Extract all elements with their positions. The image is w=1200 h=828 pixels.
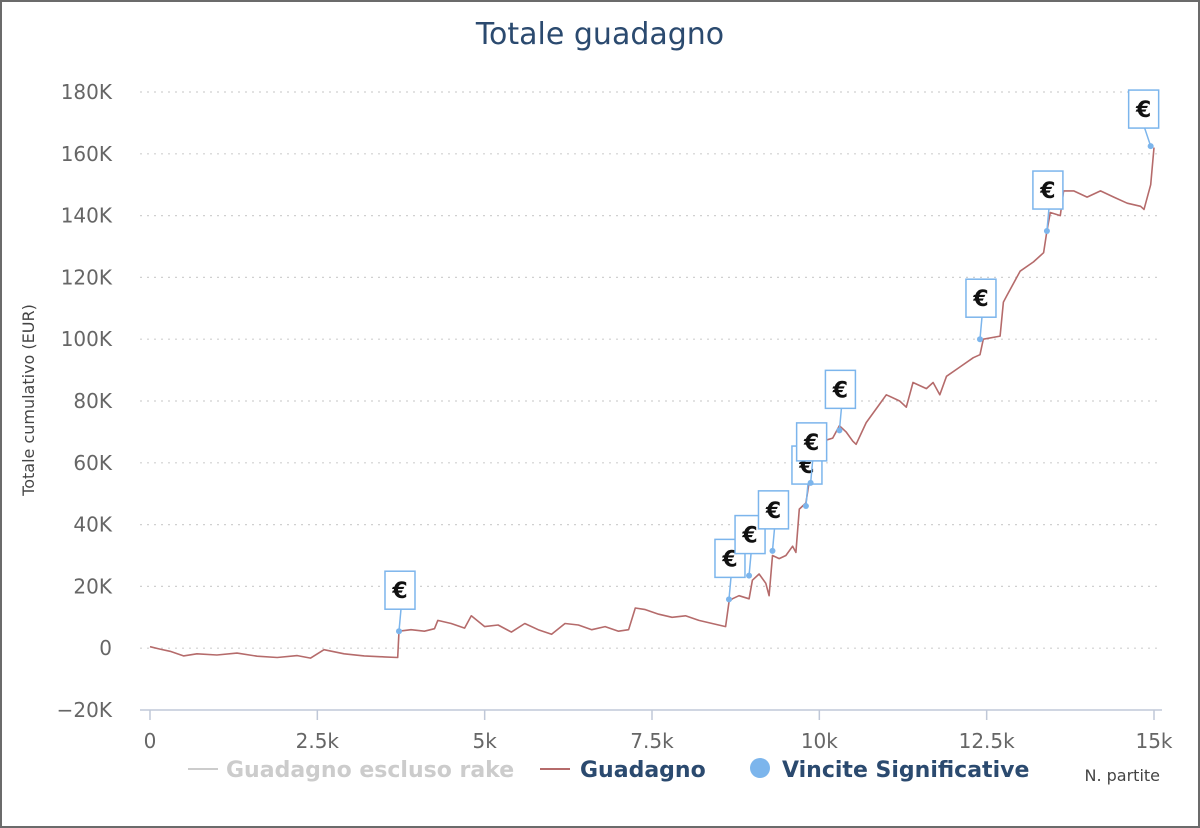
- marker-point: [976, 336, 983, 343]
- marker-flag-label: €: [1039, 179, 1055, 204]
- marker-flag-label: €: [391, 579, 407, 604]
- marker-flag-box: [795, 422, 828, 462]
- y-tick-label: −20K: [57, 698, 113, 722]
- marker-flag-box: [757, 490, 790, 530]
- y-tick-label: 80K: [73, 389, 112, 413]
- y-tick-label: 0: [99, 636, 112, 660]
- y-tick-label: 100K: [61, 327, 113, 351]
- marker-connector: [1046, 208, 1050, 232]
- marker-connector: [838, 408, 843, 431]
- marker-connector: [771, 528, 776, 551]
- y-tick-label: 140K: [61, 204, 113, 228]
- significant-win-marker[interactable]: €: [757, 490, 790, 554]
- marker-connector: [805, 483, 809, 507]
- series-layer: [149, 147, 1155, 659]
- significant-win-marker[interactable]: €: [384, 570, 416, 635]
- marker-point: [1147, 143, 1154, 150]
- x-tick-label: 2.5k: [296, 729, 340, 753]
- y-tick-label: 60K: [73, 451, 112, 475]
- x-tick-label: 7.5k: [630, 729, 674, 753]
- significant-wins-markers: €€€€€€€€€€: [384, 89, 1160, 635]
- marker-connector: [809, 460, 814, 483]
- y-tick-label: 180K: [61, 80, 113, 104]
- marker-flag-label: €: [803, 431, 819, 456]
- marker-point: [769, 547, 776, 554]
- marker-flag-label: €: [721, 547, 737, 572]
- marker-flag-box: [1127, 89, 1160, 129]
- marker-flag-box: [824, 369, 857, 410]
- x-axis-label: N. partite: [1084, 766, 1160, 785]
- marker-flag-label: €: [1135, 98, 1151, 123]
- marker-connector: [979, 317, 983, 340]
- marker-flag-label: €: [832, 378, 848, 403]
- marker-point: [1043, 228, 1050, 235]
- significant-win-marker[interactable]: €: [824, 369, 857, 434]
- x-tick-label: 5k: [473, 729, 498, 753]
- x-tick-label: 0: [144, 729, 157, 753]
- significant-win-marker[interactable]: €: [1127, 89, 1160, 150]
- significant-win-marker[interactable]: €: [795, 422, 828, 486]
- marker-point: [395, 628, 402, 635]
- x-tick-label: 15k: [1135, 729, 1172, 753]
- x-axis: 0 2.5k 5k 7.5k 10k 12.5k 15k: [140, 709, 1173, 753]
- legend: Guadagno escluso rake Guadagno Vincite S…: [188, 758, 1029, 783]
- marker-connector: [728, 577, 732, 600]
- legend-item-guadagno[interactable]: Guadagno: [540, 758, 706, 783]
- chart-title: Totale guadagno: [475, 17, 724, 52]
- marker-flag-label: €: [741, 524, 757, 549]
- marker-connector: [398, 609, 402, 632]
- x-tick-label: 10k: [801, 729, 838, 753]
- significant-win-marker[interactable]: €: [1032, 170, 1064, 235]
- marker-flag-box: [384, 570, 416, 610]
- marker-point: [725, 596, 732, 603]
- legend-label-guadagno: Guadagno: [580, 758, 706, 783]
- legend-label-vincite: Vincite Significative: [782, 758, 1029, 783]
- significant-win-marker[interactable]: €: [965, 278, 997, 343]
- legend-label-rake: Guadagno escluso rake: [226, 758, 514, 783]
- y-tick-label: 160K: [61, 142, 113, 166]
- y-axis-label: Totale cumulativo (EUR): [19, 304, 38, 497]
- marker-flag-label: €: [972, 287, 988, 312]
- x-tick-label: 12.5k: [959, 729, 1016, 753]
- y-axis-ticks: −20K 0 20K 40K 60K 80K 100K 120K 140K 160K 180K: [57, 80, 113, 722]
- marker-point: [807, 479, 814, 486]
- marker-connector: [748, 553, 752, 576]
- y-tick-label: 120K: [61, 265, 113, 289]
- marker-flag-box: [965, 278, 997, 318]
- legend-item-rake[interactable]: Guadagno escluso rake: [188, 758, 514, 783]
- legend-item-vincite[interactable]: Vincite Significative: [750, 758, 1029, 783]
- y-tick-label: 40K: [73, 513, 112, 537]
- marker-connector: [1143, 127, 1152, 147]
- marker-point: [746, 572, 753, 579]
- marker-flag-box: [1032, 170, 1064, 210]
- grid-lines: [140, 91, 1162, 649]
- legend-dot-vincite: [750, 758, 770, 778]
- y-tick-label: 20K: [73, 574, 112, 598]
- marker-flag-label: €: [765, 499, 781, 524]
- marker-point: [836, 427, 843, 434]
- series-line-guadagno: [149, 147, 1155, 659]
- marker-point: [802, 503, 809, 510]
